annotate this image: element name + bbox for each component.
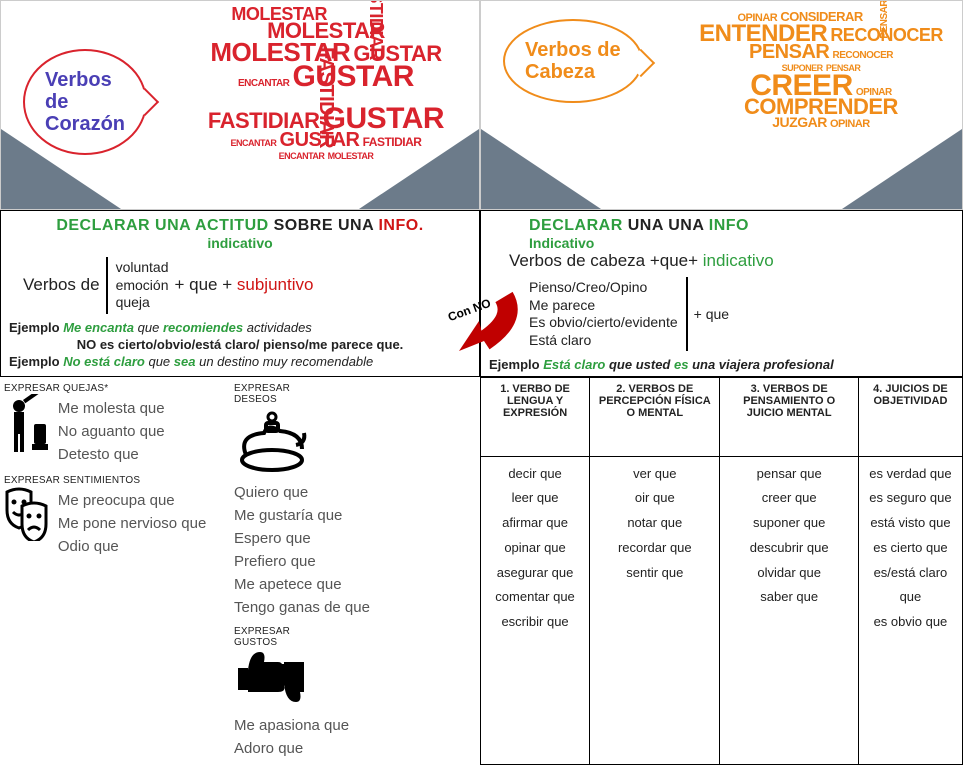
- table-cell: pensar quecreer quesuponer quedescubrir …: [720, 456, 858, 764]
- phrase: Me apetece que: [234, 576, 384, 593]
- example-1: Ejemplo Me encanta que recomiendes activ…: [9, 320, 471, 335]
- example-right: Ejemplo Está claro que usted es una viaj…: [489, 357, 954, 372]
- arrow-con-no: Con NO: [429, 289, 519, 362]
- construct-line: Verbos de cabeza +que+ indicativo: [489, 251, 954, 271]
- bubble-line: de: [45, 91, 68, 113]
- table-header: 2. VERBOS DE PERCEPCIÓN FÍSICA O MENTAL: [590, 378, 720, 457]
- phrase: Me preocupa que: [58, 492, 218, 509]
- wordcloud-cabeza: OPINAR CONSIDERAR PENSAR ENTENDER RECONO…: [686, 11, 956, 129]
- bubble-line: Verbos: [45, 69, 112, 91]
- section-title: EXPRESAR SENTIMIENTOS: [4, 475, 224, 486]
- mood-subjuntivo: subjuntivo: [237, 275, 314, 294]
- rulebox-actitud: DECLARAR UNA ACTITUD SOBRE UNA INFO. ind…: [0, 210, 480, 377]
- bubble-line: Verbos de: [525, 39, 621, 61]
- phrase: Espero que: [234, 530, 384, 547]
- example-2: Ejemplo No está claro que sea un destino…: [9, 354, 471, 369]
- bubble-cabeza: Verbos de Cabeza: [503, 19, 643, 103]
- table-header: 4. JUICIOS DE OBJETIVIDAD: [858, 378, 962, 457]
- masks-icon: [4, 486, 54, 544]
- bubble-corazon: Verbos de Corazón: [23, 49, 147, 155]
- bubble-line: Corazón: [45, 113, 125, 135]
- brace-items: voluntad emoción queja: [106, 257, 169, 314]
- wordcloud-corazon: MOLESTAR FASTIDIAR MOLESTAR MOLESTAR GUS…: [186, 7, 466, 160]
- phrase: Me pone nervioso que: [58, 515, 218, 532]
- section-title: EXPRESAR QUEJAS*: [4, 383, 224, 394]
- rule-title: DECLARAR UNA UNA INFO: [489, 217, 954, 235]
- table-cell: es verdad quees seguro queestá visto que…: [858, 456, 962, 764]
- section-title: EXPRESAR GUSTOS: [234, 626, 324, 648]
- phrase: Prefiero que: [234, 553, 384, 570]
- rulebox-info: DECLARAR UNA UNA INFO Indicativo Verbos …: [480, 210, 963, 377]
- plus-que: + que +: [175, 275, 237, 294]
- table-cell: decir queleer queafirmar queopinar queas…: [481, 456, 590, 764]
- lamp-icon: [234, 405, 314, 475]
- table-cell: ver queoir quenotar querecordar quesenti…: [590, 456, 720, 764]
- brace-group: Verbos de voluntad emoción queja + que +…: [23, 257, 471, 314]
- bubble-line: Cabeza: [525, 61, 595, 83]
- rule-title: DECLARAR UNA ACTITUD SOBRE UNA INFO.: [9, 217, 471, 235]
- table-header: 3. VERBOS DE PENSAMIENTO O JUICIO MENTAL: [720, 378, 858, 457]
- banner-cabeza: Verbos de Cabeza OPINAR CONSIDERAR PENSA…: [480, 0, 963, 210]
- rule-subtitle: Indicativo: [529, 235, 594, 251]
- phrase: No aguanto que: [58, 423, 218, 440]
- complain-icon: [4, 394, 54, 457]
- triangle-decor: [842, 129, 962, 209]
- table-header: 1. VERBO DE LENGUA Y EXPRESIÓN: [481, 378, 590, 457]
- neg-line: NO es cierto/obvio/está claro/ pienso/me…: [9, 337, 471, 352]
- plus-que: + que: [694, 306, 729, 322]
- phrase: Adoro que: [234, 740, 384, 757]
- phrase: Me apasiona que: [234, 717, 384, 734]
- phrase: Odio que: [58, 538, 218, 555]
- phrase: Me molesta que: [58, 400, 218, 417]
- phrase: Detesto que: [58, 446, 218, 463]
- col-deseos-gustos: EXPRESAR DESEOS Quiero que Me gustaría q…: [230, 377, 480, 765]
- phrase: Tengo ganas de que: [234, 599, 384, 616]
- brace-lead: Verbos de: [23, 275, 100, 295]
- section-title: EXPRESAR DESEOS: [234, 383, 324, 405]
- phrase: Me gustaría que: [234, 507, 384, 524]
- banner-corazon: Verbos de Corazón MOLESTAR FASTIDIAR MOL…: [0, 0, 480, 210]
- col-quejas-sent: EXPRESAR QUEJAS* Me molesta que No aguan…: [0, 377, 230, 765]
- thumbs-icon: [234, 648, 304, 708]
- verb-table: 1. VERBO DE LENGUA Y EXPRESIÓN 2. VERBOS…: [480, 377, 963, 765]
- brace-items: Pienso/Creo/Opino Me parece Es obvio/cie…: [529, 277, 688, 351]
- brace-group: Pienso/Creo/Opino Me parece Es obvio/cie…: [529, 277, 954, 351]
- phrase: Quiero que: [234, 484, 384, 501]
- rule-subtitle: indicativo: [207, 235, 272, 251]
- triangle-decor: [481, 129, 601, 209]
